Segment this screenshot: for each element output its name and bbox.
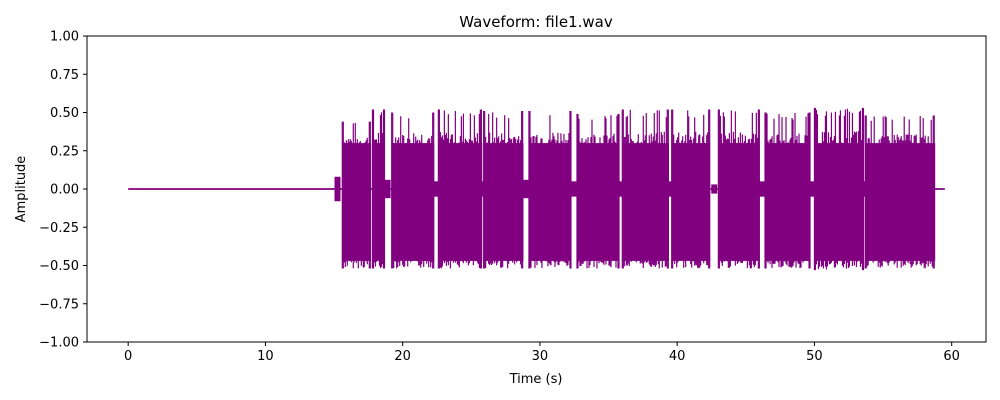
waveform-series: [128, 107, 945, 271]
y-tick-label: 0.50: [50, 106, 79, 121]
y-tick-label: 0.75: [50, 68, 79, 83]
waveform-burst-5: [483, 110, 524, 269]
y-tick-label: 0.00: [50, 183, 79, 198]
waveform-noise: [479, 181, 486, 197]
plot-frame: [86, 35, 987, 343]
x-tick-label: 50: [806, 349, 823, 364]
y-tick-label: 1.00: [50, 30, 79, 45]
y-tick-label: −0.75: [39, 297, 79, 312]
x-tick-label: 0: [124, 349, 132, 364]
y-axis-label: Amplitude: [14, 156, 29, 223]
y-tick-label: −1.00: [39, 336, 79, 351]
waveform-burst-12: [813, 107, 865, 271]
waveform-burst-4: [437, 109, 483, 269]
waveform-noise: [433, 181, 440, 197]
waveform-burst-2: [371, 109, 386, 269]
x-tick-label: 20: [394, 349, 411, 364]
x-axis-label: Time (s): [509, 372, 563, 387]
y-tick-label: 0.25: [50, 144, 79, 159]
waveform-noise: [861, 181, 868, 197]
waveform-burst-6: [528, 110, 572, 269]
waveform-noise: [571, 181, 578, 197]
x-tick-label: 30: [532, 349, 549, 364]
x-tick-label: 60: [943, 349, 960, 364]
waveform-burst-9: [671, 109, 711, 269]
waveform-burst-10: [717, 109, 760, 269]
y-tick-label: −0.50: [39, 259, 79, 274]
waveform-burst-1: [341, 121, 372, 269]
chart-title: Waveform: file1.wav: [459, 13, 613, 31]
waveform-burst-11: [764, 112, 811, 269]
waveform-noise: [384, 179, 391, 199]
x-tick-label: 40: [669, 349, 686, 364]
waveform-burst-8: [621, 109, 669, 269]
waveform-noise: [759, 181, 766, 197]
waveform-burst-7: [576, 114, 620, 269]
waveform-noise: [334, 176, 341, 202]
waveform-noise: [667, 181, 674, 197]
y-tick-label: −0.25: [39, 221, 79, 236]
y-axis: −1.00 −0.75 −0.50 −0.25 0.00 0.25 0.50 0.75 1.00: [39, 30, 87, 351]
waveform-noise: [711, 184, 718, 194]
x-axis: 0 10 20 30 40 50 60: [124, 342, 960, 364]
waveform-noise: [809, 181, 816, 197]
waveform-burst-3: [391, 112, 435, 269]
waveform-noise: [617, 181, 624, 197]
waveform-noise: [523, 179, 530, 199]
waveform-burst-13: [864, 115, 936, 269]
x-tick-label: 10: [257, 349, 274, 364]
